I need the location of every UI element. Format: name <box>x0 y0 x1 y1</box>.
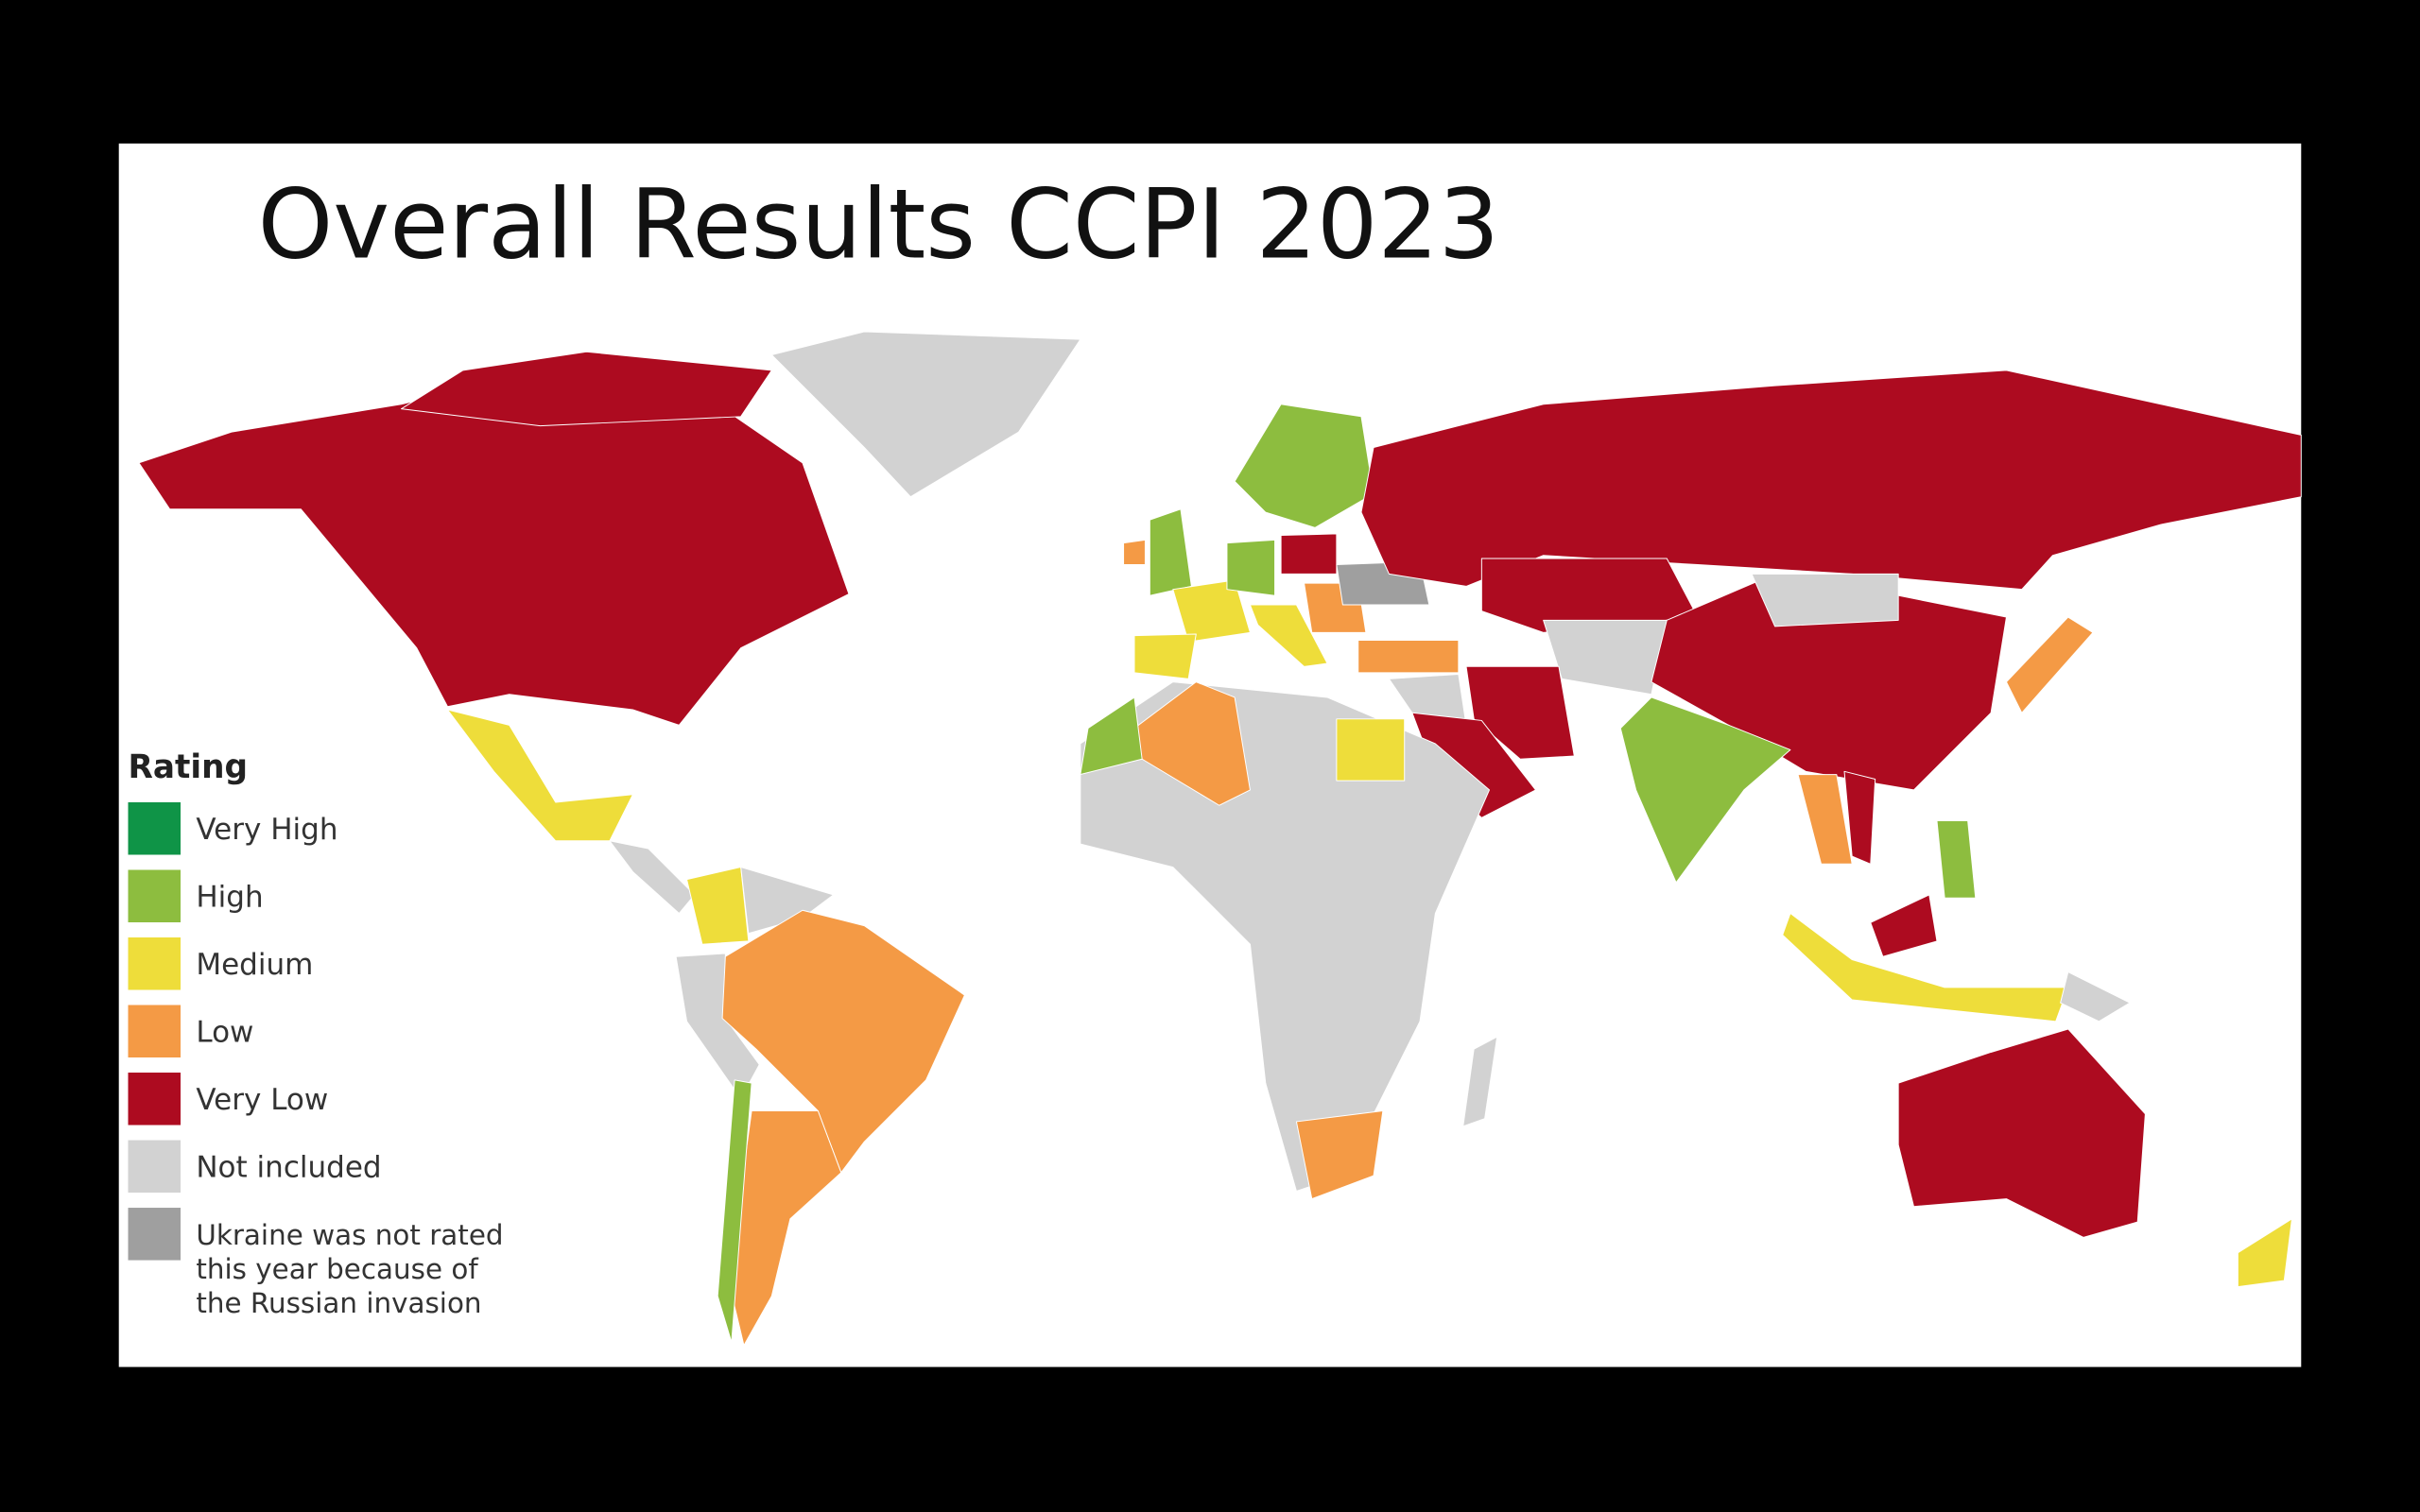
legend-label: the Russian invasion <box>196 1287 481 1319</box>
italy <box>1249 604 1328 667</box>
thailand <box>1797 774 1853 865</box>
legend-label: Ukraine was not rated <box>196 1219 503 1251</box>
legend-label: Very High <box>196 813 337 847</box>
title: Overall Results CCPI 2023 <box>258 169 1500 281</box>
world-map <box>138 331 2302 1347</box>
legend-label: High <box>196 881 263 915</box>
japan <box>2005 616 2094 713</box>
brazil <box>721 909 965 1174</box>
africa <box>1080 681 1490 1192</box>
legend-swatch <box>128 869 182 922</box>
legend-label: Medium <box>196 948 313 982</box>
legend-swatch <box>128 1005 182 1058</box>
vietnam <box>1843 770 1876 865</box>
legend-label: Not included <box>196 1151 381 1185</box>
new-zealand <box>2237 1218 2292 1288</box>
legend: Rating Very High High Medium Low Very Low Not… <box>129 748 504 1319</box>
colombia <box>686 867 750 945</box>
india <box>1619 696 1791 884</box>
france <box>1172 579 1251 643</box>
legend-label: Very Low <box>196 1083 328 1117</box>
legend-swatch <box>128 1073 182 1125</box>
ireland <box>1123 539 1146 566</box>
madagascar <box>1462 1036 1498 1127</box>
turkey <box>1357 640 1460 674</box>
mexico <box>446 709 633 842</box>
arctic-islands <box>401 351 772 427</box>
iran <box>1465 665 1575 760</box>
legend-swatch <box>128 1140 182 1194</box>
egypt <box>1336 718 1406 782</box>
legend-label: this year because of <box>196 1253 478 1285</box>
legend-swatch <box>128 936 182 990</box>
indonesia <box>1782 913 2069 1022</box>
australia <box>1897 1028 2146 1238</box>
legend-swatch <box>128 801 182 855</box>
legend-label: Low <box>196 1016 253 1050</box>
malaysia <box>1870 894 1938 957</box>
morocco <box>1080 696 1143 776</box>
chile <box>717 1079 752 1343</box>
germany <box>1226 539 1276 596</box>
russia <box>1360 369 2302 591</box>
philippines <box>1936 820 1977 899</box>
spain <box>1133 633 1197 679</box>
central-asia <box>1543 619 1668 696</box>
legend-title: Rating <box>129 748 249 786</box>
greenland <box>770 331 1081 498</box>
papua <box>2060 971 2131 1022</box>
mongolia <box>1751 573 1899 627</box>
poland <box>1280 533 1338 575</box>
legend-swatch <box>128 1208 182 1261</box>
south-africa <box>1295 1110 1384 1200</box>
peru-bolivia <box>675 953 760 1099</box>
central-america <box>609 840 696 915</box>
